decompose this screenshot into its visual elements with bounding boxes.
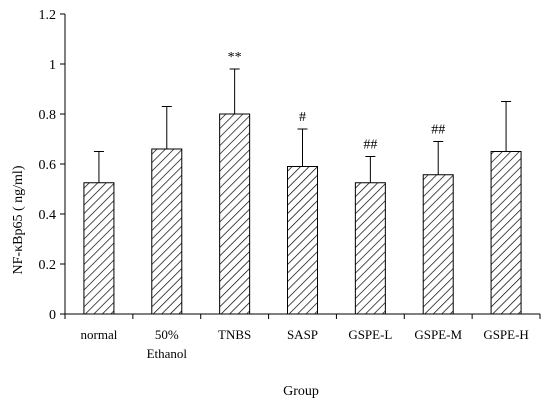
bars-layer bbox=[83, 68, 522, 315]
significance-label: ** bbox=[228, 50, 242, 65]
x-category-label: SASP bbox=[287, 327, 318, 342]
x-category-label: normal bbox=[81, 327, 118, 342]
bar bbox=[354, 182, 386, 315]
x-category-label: GSPE-M bbox=[414, 327, 462, 342]
significance-label: ## bbox=[363, 138, 377, 153]
y-tick-label: 0.6 bbox=[39, 158, 57, 173]
bar bbox=[219, 113, 251, 315]
y-tick-label: 0.4 bbox=[39, 208, 57, 223]
x-axis-title: Group bbox=[283, 384, 319, 399]
significance-label: # bbox=[299, 110, 306, 125]
y-axis-title: NF-κBp65 ( ng/ml) bbox=[11, 165, 26, 274]
significance-label: ## bbox=[431, 123, 445, 138]
y-tick-label: 0.2 bbox=[39, 258, 57, 273]
y-tick-label: 0 bbox=[49, 308, 56, 323]
x-category-label: GSPE-L bbox=[348, 327, 392, 342]
bar bbox=[83, 182, 115, 315]
bar bbox=[151, 148, 183, 315]
x-category-label: TNBS bbox=[218, 327, 251, 342]
y-tick-label: 0.8 bbox=[39, 108, 57, 123]
x-category-label: GSPE-H bbox=[483, 327, 529, 342]
y-tick-label: 1.2 bbox=[39, 8, 57, 23]
x-category-label: Ethanol bbox=[147, 346, 188, 361]
x-category-label: 50% bbox=[155, 327, 179, 342]
bar bbox=[490, 151, 522, 315]
axes-layer bbox=[60, 13, 541, 319]
labels-layer: 0 0.2 0.4 0.6 0.8 1 1.2 normal 50% Ethanol ** TNBS #… bbox=[39, 8, 529, 361]
y-tick-label: 1 bbox=[49, 58, 56, 73]
bar bbox=[287, 166, 318, 315]
bar bbox=[422, 174, 454, 315]
